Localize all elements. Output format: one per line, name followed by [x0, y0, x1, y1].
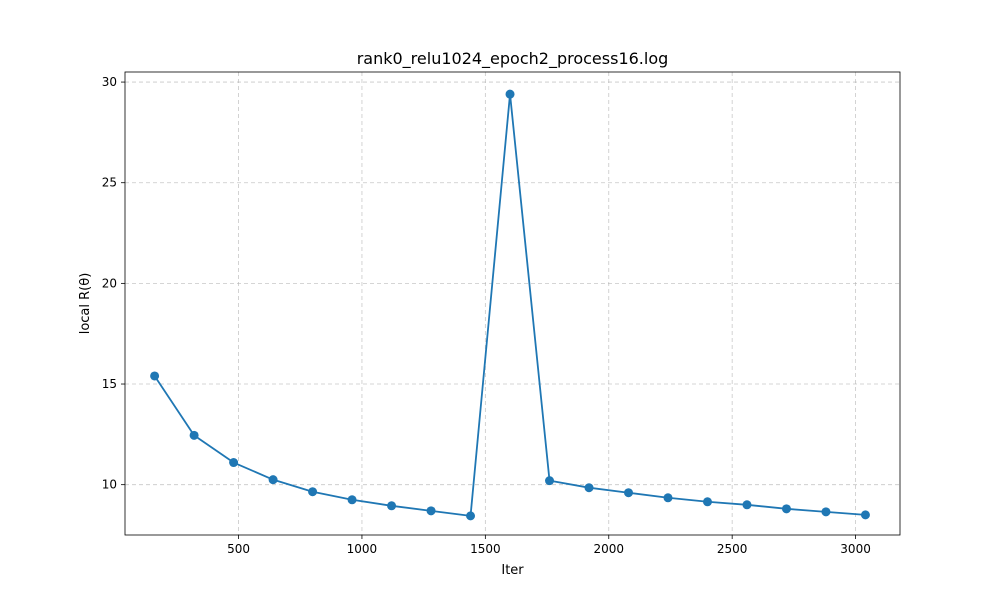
x-tick-label: 1500 [470, 542, 501, 556]
series-layer [150, 89, 870, 521]
data-point [229, 458, 239, 468]
x-tick-label: 500 [227, 542, 250, 556]
data-point [308, 487, 318, 497]
x-tick-label: 2500 [717, 542, 748, 556]
data-point [505, 89, 515, 99]
ticks: 500 1000 1500 2000 2500 3000 10 15 20 25 30 [102, 75, 871, 556]
data-point [150, 371, 160, 381]
data-point [663, 493, 673, 503]
data-point [189, 430, 199, 440]
y-axis-label: local R(θ) [78, 273, 93, 335]
data-point [624, 488, 634, 498]
y-tick-label: 30 [102, 75, 117, 89]
data-point [426, 506, 436, 516]
data-point [821, 507, 831, 517]
chart-title: rank0_relu1024_epoch2_process16.log [357, 49, 669, 69]
series-line [153, 93, 866, 517]
data-point [702, 497, 712, 507]
x-axis-label: Iter [501, 563, 524, 578]
grid [125, 72, 900, 535]
x-tick-label: 1000 [347, 542, 378, 556]
plot-area-frame [124, 71, 901, 536]
y-tick-label: 20 [102, 276, 117, 290]
data-point [347, 495, 357, 505]
data-point [387, 501, 397, 511]
y-tick-label: 10 [102, 478, 117, 492]
data-point [545, 476, 555, 486]
y-tick-label: 25 [102, 176, 117, 190]
x-tick-label: 3000 [840, 542, 871, 556]
data-point [742, 500, 752, 510]
data-point [466, 511, 476, 521]
y-tick-label: 15 [102, 377, 117, 391]
data-point [584, 483, 594, 493]
data-point [860, 510, 870, 520]
data-point [268, 475, 278, 485]
x-tick-label: 2000 [593, 542, 624, 556]
data-point [781, 504, 791, 514]
